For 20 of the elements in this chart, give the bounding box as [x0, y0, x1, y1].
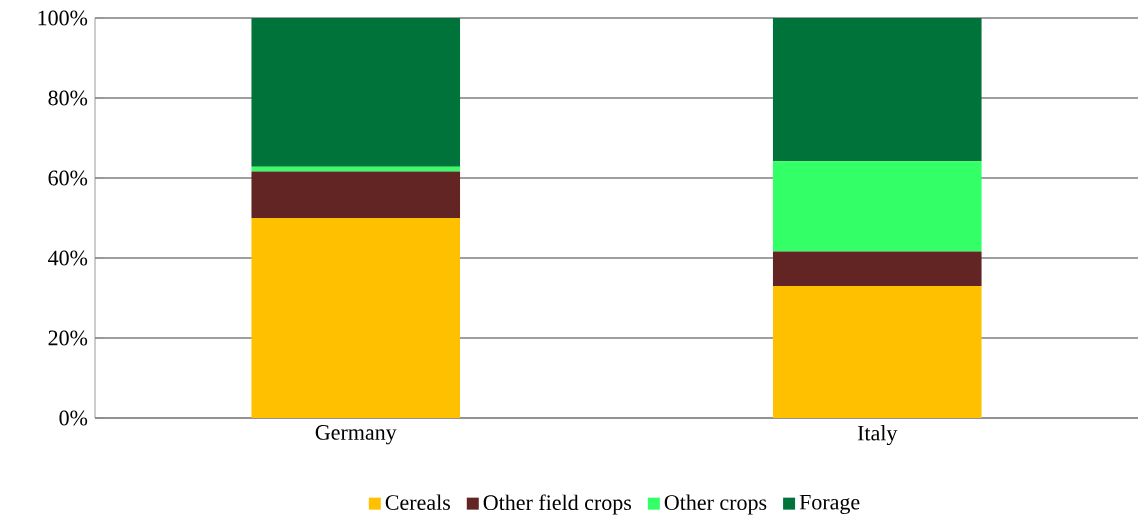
bar: [772, 251, 982, 286]
bar: [251, 171, 461, 218]
x-tick-label: Italy: [857, 425, 898, 446]
legend-label: Other field crops: [483, 494, 632, 515]
y-tick-label: 40%: [48, 250, 88, 266]
legend-label: Cereals: [385, 494, 450, 510]
y-tick-label: 60%: [48, 170, 88, 186]
x-tick-label: Germany: [315, 425, 397, 445]
bar: [772, 18, 982, 162]
bar: [772, 286, 982, 418]
bar: [251, 218, 461, 418]
bar: [251, 166, 461, 172]
y-tick-label: 100%: [38, 10, 88, 26]
y-tick-label: 80%: [48, 90, 88, 106]
legend-label: Other crops: [664, 494, 767, 515]
y-tick-label: 20%: [48, 330, 88, 346]
legend-label: Forage: [799, 494, 860, 515]
y-tick-label: 0%: [59, 410, 88, 426]
bar: [251, 18, 461, 167]
bar: [772, 161, 982, 252]
